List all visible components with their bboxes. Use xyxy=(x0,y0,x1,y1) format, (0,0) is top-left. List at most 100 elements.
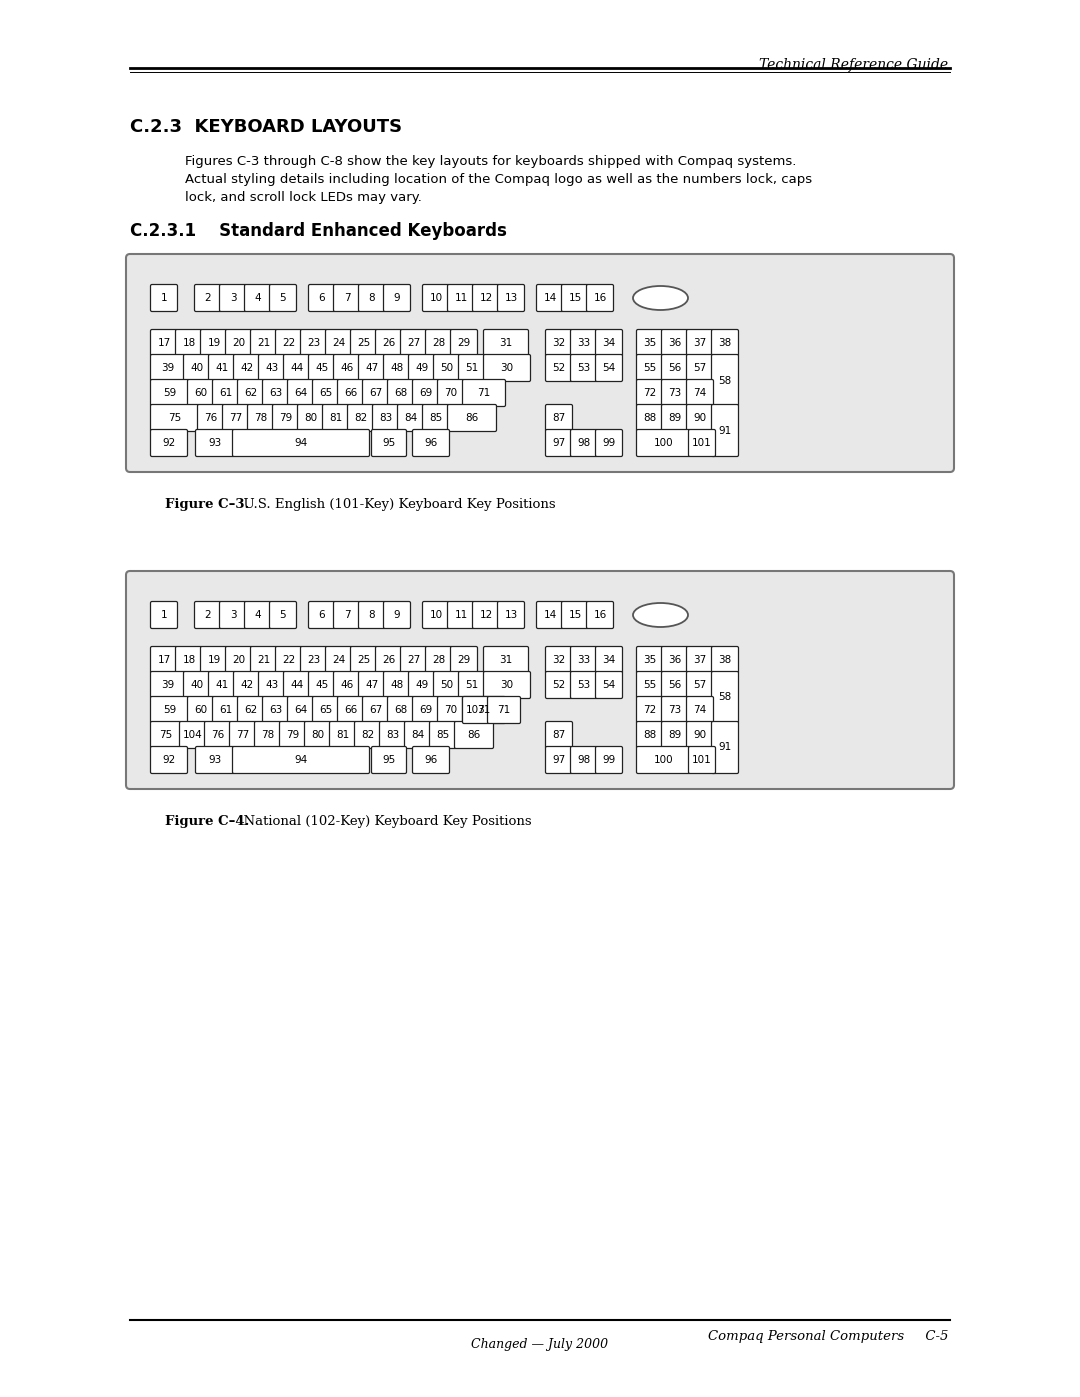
Text: 35: 35 xyxy=(644,338,657,348)
FancyBboxPatch shape xyxy=(413,746,449,774)
FancyBboxPatch shape xyxy=(258,672,285,698)
Text: 46: 46 xyxy=(340,680,353,690)
Text: 59: 59 xyxy=(163,388,177,398)
FancyBboxPatch shape xyxy=(244,285,271,312)
FancyBboxPatch shape xyxy=(376,647,403,673)
Text: 95: 95 xyxy=(382,754,395,766)
FancyBboxPatch shape xyxy=(126,254,954,472)
Text: 81: 81 xyxy=(329,414,342,423)
Text: 23: 23 xyxy=(308,338,321,348)
FancyBboxPatch shape xyxy=(195,429,234,457)
Text: 46: 46 xyxy=(340,363,353,373)
FancyBboxPatch shape xyxy=(689,746,715,774)
FancyBboxPatch shape xyxy=(247,405,274,432)
Text: 72: 72 xyxy=(644,705,657,715)
Text: 29: 29 xyxy=(457,338,471,348)
Text: 9: 9 xyxy=(394,610,401,620)
FancyBboxPatch shape xyxy=(595,330,622,356)
FancyBboxPatch shape xyxy=(687,330,714,356)
Text: 8: 8 xyxy=(368,610,376,620)
Text: 101: 101 xyxy=(692,439,712,448)
FancyBboxPatch shape xyxy=(484,355,530,381)
FancyBboxPatch shape xyxy=(712,355,739,407)
Text: 3: 3 xyxy=(230,293,237,303)
FancyBboxPatch shape xyxy=(194,285,221,312)
Text: 82: 82 xyxy=(354,414,367,423)
FancyBboxPatch shape xyxy=(661,721,689,749)
Text: 12: 12 xyxy=(480,293,492,303)
Text: 64: 64 xyxy=(295,388,308,398)
Text: 78: 78 xyxy=(261,731,274,740)
FancyBboxPatch shape xyxy=(562,285,589,312)
Text: 25: 25 xyxy=(357,338,370,348)
FancyBboxPatch shape xyxy=(351,647,378,673)
FancyBboxPatch shape xyxy=(283,355,311,381)
FancyBboxPatch shape xyxy=(379,721,406,749)
Text: 94: 94 xyxy=(295,439,308,448)
FancyBboxPatch shape xyxy=(661,672,689,698)
FancyBboxPatch shape xyxy=(275,647,302,673)
Text: 49: 49 xyxy=(416,363,429,373)
Text: 96: 96 xyxy=(424,439,437,448)
Text: 65: 65 xyxy=(320,388,333,398)
FancyBboxPatch shape xyxy=(459,672,486,698)
FancyBboxPatch shape xyxy=(636,746,690,774)
Text: 71: 71 xyxy=(498,705,511,715)
Text: 70: 70 xyxy=(445,388,458,398)
Text: 86: 86 xyxy=(465,414,478,423)
Ellipse shape xyxy=(633,604,688,627)
FancyBboxPatch shape xyxy=(287,380,314,407)
FancyBboxPatch shape xyxy=(455,721,494,749)
FancyBboxPatch shape xyxy=(537,602,564,629)
FancyBboxPatch shape xyxy=(459,355,486,381)
Text: 79: 79 xyxy=(280,414,293,423)
FancyBboxPatch shape xyxy=(447,405,497,432)
Text: 84: 84 xyxy=(411,731,424,740)
FancyBboxPatch shape xyxy=(595,647,622,673)
FancyBboxPatch shape xyxy=(372,429,406,457)
Text: 89: 89 xyxy=(669,414,681,423)
FancyBboxPatch shape xyxy=(334,285,361,312)
Text: 8: 8 xyxy=(368,293,376,303)
FancyBboxPatch shape xyxy=(184,355,211,381)
Text: 22: 22 xyxy=(282,338,296,348)
FancyBboxPatch shape xyxy=(359,602,386,629)
FancyBboxPatch shape xyxy=(184,672,211,698)
Text: 16: 16 xyxy=(593,293,607,303)
FancyBboxPatch shape xyxy=(570,429,597,457)
Text: 48: 48 xyxy=(390,680,404,690)
FancyBboxPatch shape xyxy=(359,672,386,698)
FancyBboxPatch shape xyxy=(545,355,572,381)
Text: 57: 57 xyxy=(693,363,706,373)
FancyBboxPatch shape xyxy=(586,602,613,629)
Text: 78: 78 xyxy=(255,414,268,423)
Text: 31: 31 xyxy=(499,655,513,665)
FancyBboxPatch shape xyxy=(408,672,435,698)
FancyBboxPatch shape xyxy=(226,330,253,356)
Text: 22: 22 xyxy=(282,655,296,665)
Text: 6: 6 xyxy=(319,293,325,303)
Text: 71: 71 xyxy=(477,388,490,398)
FancyBboxPatch shape xyxy=(687,697,714,724)
Text: 81: 81 xyxy=(336,731,350,740)
FancyBboxPatch shape xyxy=(636,330,663,356)
Text: 66: 66 xyxy=(345,388,357,398)
Text: 59: 59 xyxy=(163,705,177,715)
FancyBboxPatch shape xyxy=(150,647,177,673)
FancyBboxPatch shape xyxy=(595,355,622,381)
FancyBboxPatch shape xyxy=(712,721,739,774)
Text: 103: 103 xyxy=(467,705,486,715)
FancyBboxPatch shape xyxy=(363,697,390,724)
Text: 94: 94 xyxy=(295,754,308,766)
FancyBboxPatch shape xyxy=(150,429,188,457)
Text: 47: 47 xyxy=(365,363,379,373)
Text: 32: 32 xyxy=(552,655,566,665)
Text: 88: 88 xyxy=(644,414,657,423)
Text: 36: 36 xyxy=(669,655,681,665)
FancyBboxPatch shape xyxy=(687,672,714,698)
FancyBboxPatch shape xyxy=(545,330,572,356)
FancyBboxPatch shape xyxy=(462,697,489,724)
Text: 18: 18 xyxy=(183,338,195,348)
FancyBboxPatch shape xyxy=(204,721,231,749)
Text: 85: 85 xyxy=(430,414,443,423)
